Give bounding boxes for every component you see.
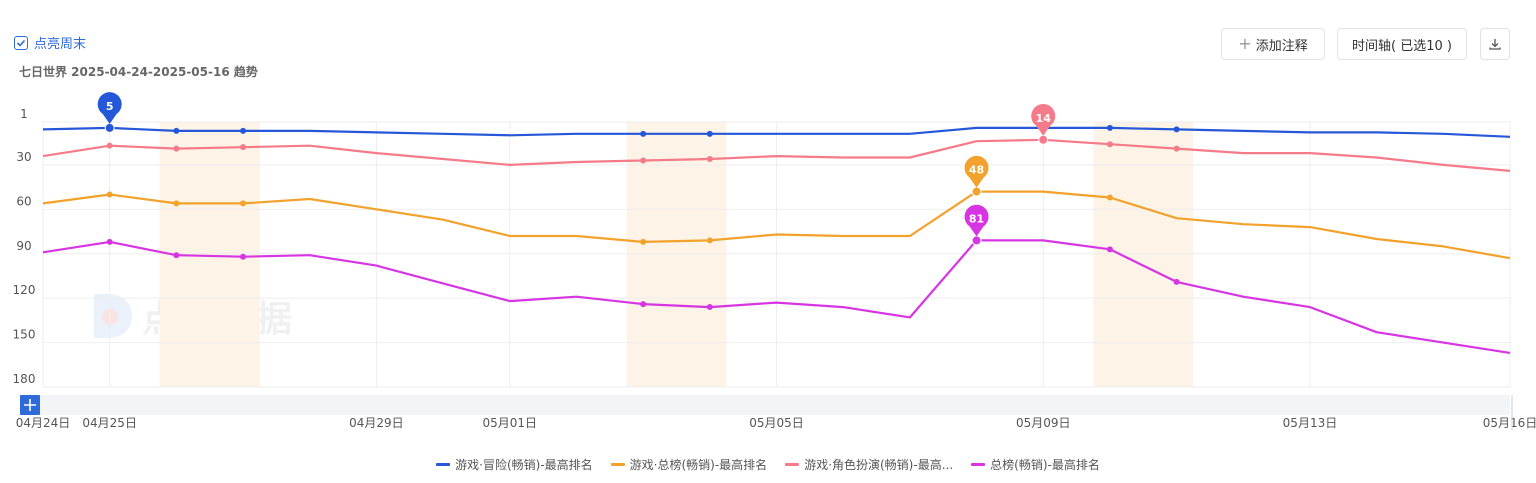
- data-point: [1106, 124, 1113, 131]
- legend-swatch-adventure: [436, 463, 451, 466]
- data-point: [173, 145, 180, 152]
- data-point: [640, 238, 647, 245]
- data-point: [1173, 145, 1180, 152]
- pin-marker: [1031, 104, 1056, 136]
- add-note-label: 添加注释: [1255, 38, 1308, 54]
- legend-item-adventure[interactable]: 游戏·冒险(畅销)-最高排名: [436, 456, 593, 473]
- legend-label-rpg: 游戏·角色扮演(畅销)-最高...: [804, 458, 954, 472]
- data-point: [173, 127, 180, 134]
- data-point: [1106, 246, 1113, 253]
- y-tick-label: 1: [20, 107, 28, 121]
- x-tick-label: 05月09日: [1016, 416, 1071, 430]
- timeline-scrollbar: [20, 395, 1510, 415]
- pin-dot: [1038, 134, 1049, 145]
- data-point: [173, 252, 180, 259]
- legend-item-overall[interactable]: 总榜(畅销)-最高排名: [971, 456, 1100, 473]
- weekend-checkbox[interactable]: [14, 35, 28, 50]
- pin-label: 14: [1036, 112, 1052, 125]
- data-point: [706, 304, 713, 311]
- pin-marker: [964, 204, 989, 237]
- x-tick-label: 05月05日: [749, 416, 804, 430]
- pin-label: 5: [106, 100, 114, 113]
- data-point: [1173, 126, 1180, 133]
- series-line: [42, 126, 1511, 138]
- y-tick-label: 180: [13, 372, 36, 386]
- y-tick-label: 60: [16, 194, 31, 208]
- pin-dot: [104, 122, 115, 133]
- legend-label-adventure: 游戏·冒险(畅销)-最高排名: [455, 458, 593, 472]
- data-point: [640, 157, 647, 164]
- series-line: [42, 239, 1511, 354]
- pin-label: 81: [969, 212, 984, 225]
- legend: 游戏·冒险(畅销)-最高排名 游戏·总榜(畅销)-最高排名 游戏·角色扮演(畅销…: [0, 456, 1536, 473]
- legend-label-overall: 总榜(畅销)-最高排名: [990, 458, 1100, 472]
- data-point: [106, 238, 113, 245]
- data-point: [640, 301, 647, 308]
- data-point: [240, 144, 247, 151]
- data-point: [640, 130, 647, 137]
- y-tick-label: 120: [13, 283, 36, 297]
- data-point: [1106, 194, 1113, 201]
- pin-dot: [971, 186, 982, 197]
- download-button[interactable]: [1480, 28, 1510, 60]
- data-point: [706, 237, 713, 244]
- data-point: [173, 200, 180, 207]
- series-line: [42, 138, 1511, 172]
- data-point: [106, 191, 113, 198]
- weekend-band: [1093, 122, 1194, 387]
- data-point: [706, 130, 713, 137]
- timeline-button[interactable]: 时间轴( 已选10 ): [1337, 28, 1467, 60]
- weekend-toggle-label: 点亮周末: [34, 37, 87, 52]
- legend-swatch-overall-game: [610, 463, 625, 466]
- add-note-button[interactable]: + 添加注释: [1221, 28, 1325, 60]
- pin-marker: [964, 155, 989, 188]
- plus-icon: +: [1238, 34, 1252, 53]
- x-tick-label: 05月01日: [482, 416, 537, 430]
- x-tick-label: 04月25日: [82, 416, 137, 430]
- x-tick-label: 05月13日: [1283, 416, 1338, 430]
- data-point: [240, 253, 247, 260]
- legend-item-overall-game[interactable]: 游戏·总榜(畅销)-最高排名: [610, 456, 768, 473]
- timeline-add-button[interactable]: [20, 395, 40, 415]
- data-point: [240, 127, 247, 134]
- y-tick-label: 150: [13, 328, 36, 342]
- weekend-toggle[interactable]: 点亮周末: [14, 33, 86, 52]
- legend-label-overall-game: 游戏·总榜(畅销)-最高排名: [629, 458, 768, 472]
- data-point: [240, 200, 247, 207]
- legend-swatch-overall: [971, 463, 986, 466]
- y-tick-label: 30: [16, 150, 31, 164]
- chart-subtitle: 七日世界 2025-04-24-2025-05-16 趋势: [19, 65, 258, 79]
- series-line: [42, 190, 1511, 260]
- data-point: [1173, 278, 1180, 285]
- data-point: [1106, 141, 1113, 148]
- plus-icon: [24, 399, 36, 411]
- x-tick-label: 04月24日: [16, 416, 71, 430]
- timeline-label: 时间轴( 已选10 ): [1352, 38, 1452, 54]
- download-icon: [1489, 39, 1501, 50]
- legend-item-rpg[interactable]: 游戏·角色扮演(畅销)-最高...: [785, 456, 953, 473]
- legend-swatch-rpg: [785, 463, 800, 466]
- data-point: [706, 156, 713, 163]
- pin-marker: [97, 92, 122, 124]
- data-point: [106, 142, 113, 149]
- check-icon: [16, 39, 26, 47]
- y-tick-label: 90: [16, 239, 31, 253]
- pin-dot: [971, 235, 982, 246]
- x-tick-label: 05月16日: [1483, 416, 1536, 430]
- pin-label: 48: [969, 164, 984, 177]
- x-tick-label: 04月29日: [349, 416, 404, 430]
